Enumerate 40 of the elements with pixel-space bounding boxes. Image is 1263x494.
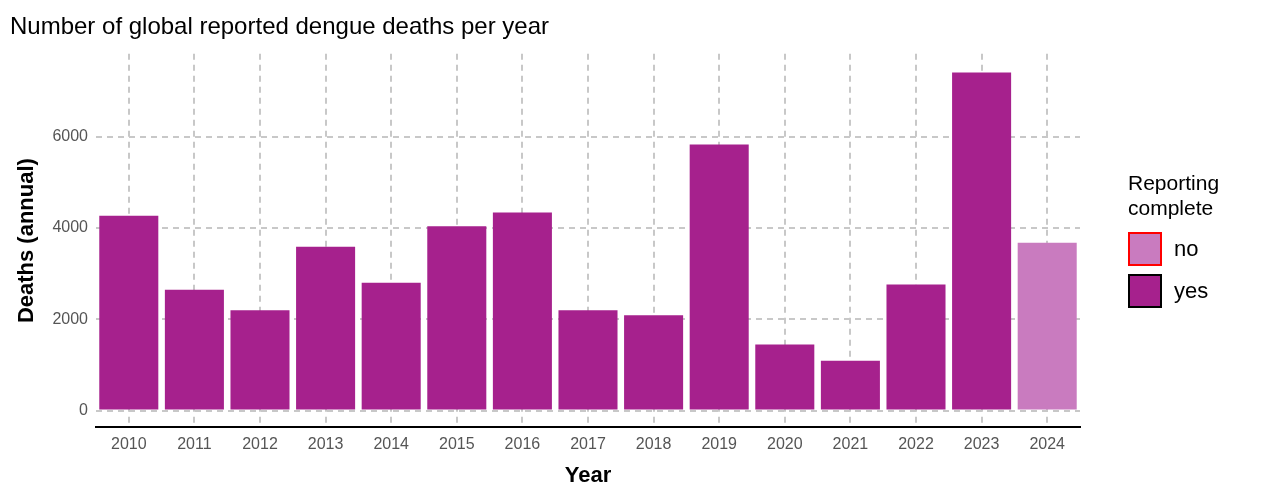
bar	[558, 310, 618, 410]
y-tick-label: 2000	[52, 309, 89, 327]
bar	[886, 284, 946, 410]
bar	[361, 282, 421, 410]
x-tick-label: 2011	[177, 435, 212, 453]
x-tick-label: 2018	[635, 435, 672, 453]
legend-title: Reporting complete	[1128, 170, 1221, 220]
y-tick-label: 6000	[52, 127, 89, 145]
bar	[164, 289, 224, 410]
x-axis-title: Year	[564, 461, 612, 487]
y-tick-label: 0	[79, 400, 89, 418]
bar	[492, 212, 552, 410]
x-tick-label: 2022	[898, 435, 934, 453]
bar	[230, 310, 290, 410]
x-tick-label: 2013	[307, 435, 344, 453]
legend-label: no	[1174, 236, 1199, 262]
x-tick-label: 2010	[111, 435, 147, 453]
bar	[624, 315, 684, 410]
bar	[427, 226, 487, 410]
bar	[689, 144, 749, 410]
chart-title: Number of global reported dengue deaths per year	[10, 12, 550, 40]
x-tick-label: 2020	[767, 435, 803, 453]
bar	[755, 344, 815, 410]
x-tick-label: 2014	[373, 435, 410, 453]
x-tick-label: 2015	[439, 435, 475, 453]
bar	[952, 72, 1012, 410]
bar	[296, 246, 356, 410]
x-tick-label: 2012	[242, 435, 278, 453]
x-tick-label: 2019	[701, 435, 738, 453]
x-tick-label: 2017	[570, 435, 606, 453]
x-tick-label: 2023	[963, 435, 1000, 453]
y-tick-label: 4000	[52, 218, 89, 236]
bar	[1017, 242, 1077, 410]
bar	[99, 215, 159, 410]
bar	[820, 360, 880, 410]
x-tick-label: 2016	[504, 435, 541, 453]
x-tick-label: 2024	[1029, 435, 1066, 453]
legend-label: yes	[1174, 278, 1209, 304]
x-tick-label: 2021	[832, 435, 869, 453]
y-axis-title: Deaths (annual)	[13, 158, 39, 324]
